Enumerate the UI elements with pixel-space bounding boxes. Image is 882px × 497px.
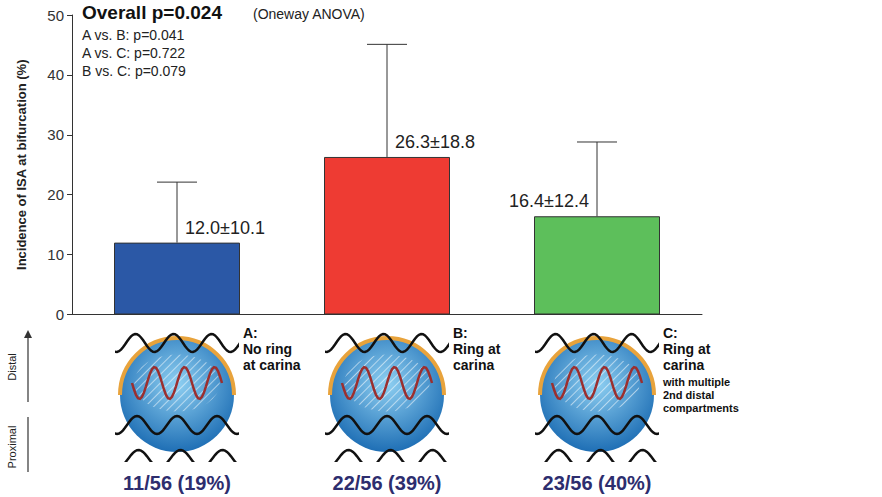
svg-text:20: 20 <box>47 186 64 203</box>
svg-text:A vs. C: p=0.722: A vs. C: p=0.722 <box>82 45 185 61</box>
svg-text:C:: C: <box>663 325 678 341</box>
svg-text:16.4±12.4: 16.4±12.4 <box>509 191 589 211</box>
svg-text:22/56 (39%): 22/56 (39%) <box>333 472 442 494</box>
svg-text:23/56 (40%): 23/56 (40%) <box>543 472 652 494</box>
svg-text:at carina: at carina <box>243 357 301 373</box>
svg-text:compartments: compartments <box>663 402 739 414</box>
svg-text:A:: A: <box>243 325 258 341</box>
svg-text:12.0±10.1: 12.0±10.1 <box>185 218 265 238</box>
svg-text:carina: carina <box>453 357 494 373</box>
svg-text:(Oneway ANOVA): (Oneway ANOVA) <box>253 6 365 22</box>
svg-text:No ring: No ring <box>243 341 292 357</box>
svg-text:B vs. C: p=0.079: B vs. C: p=0.079 <box>82 63 186 79</box>
svg-text:with multiple: with multiple <box>662 376 730 388</box>
svg-text:B:: B: <box>453 325 468 341</box>
svg-text:Incidence of ISA at bifurcatio: Incidence of ISA at bifurcation (%) <box>14 60 29 270</box>
svg-text:Proximal: Proximal <box>6 426 18 469</box>
svg-text:Ring at: Ring at <box>453 341 501 357</box>
svg-text:10: 10 <box>47 246 64 263</box>
svg-text:Ring at: Ring at <box>663 341 711 357</box>
svg-text:11/56 (19%): 11/56 (19%) <box>123 472 231 494</box>
svg-text:Overall p=0.024: Overall p=0.024 <box>82 2 222 23</box>
svg-text:40: 40 <box>47 66 64 83</box>
svg-text:26.3±18.8: 26.3±18.8 <box>395 132 475 152</box>
svg-text:0: 0 <box>56 306 64 322</box>
svg-text:A vs. B: p=0.041: A vs. B: p=0.041 <box>82 27 185 43</box>
svg-text:Distal: Distal <box>6 353 18 381</box>
svg-text:50: 50 <box>47 7 64 24</box>
svg-text:carina: carina <box>663 357 704 373</box>
svg-text:2nd distal: 2nd distal <box>663 389 714 401</box>
svg-text:30: 30 <box>47 126 64 143</box>
